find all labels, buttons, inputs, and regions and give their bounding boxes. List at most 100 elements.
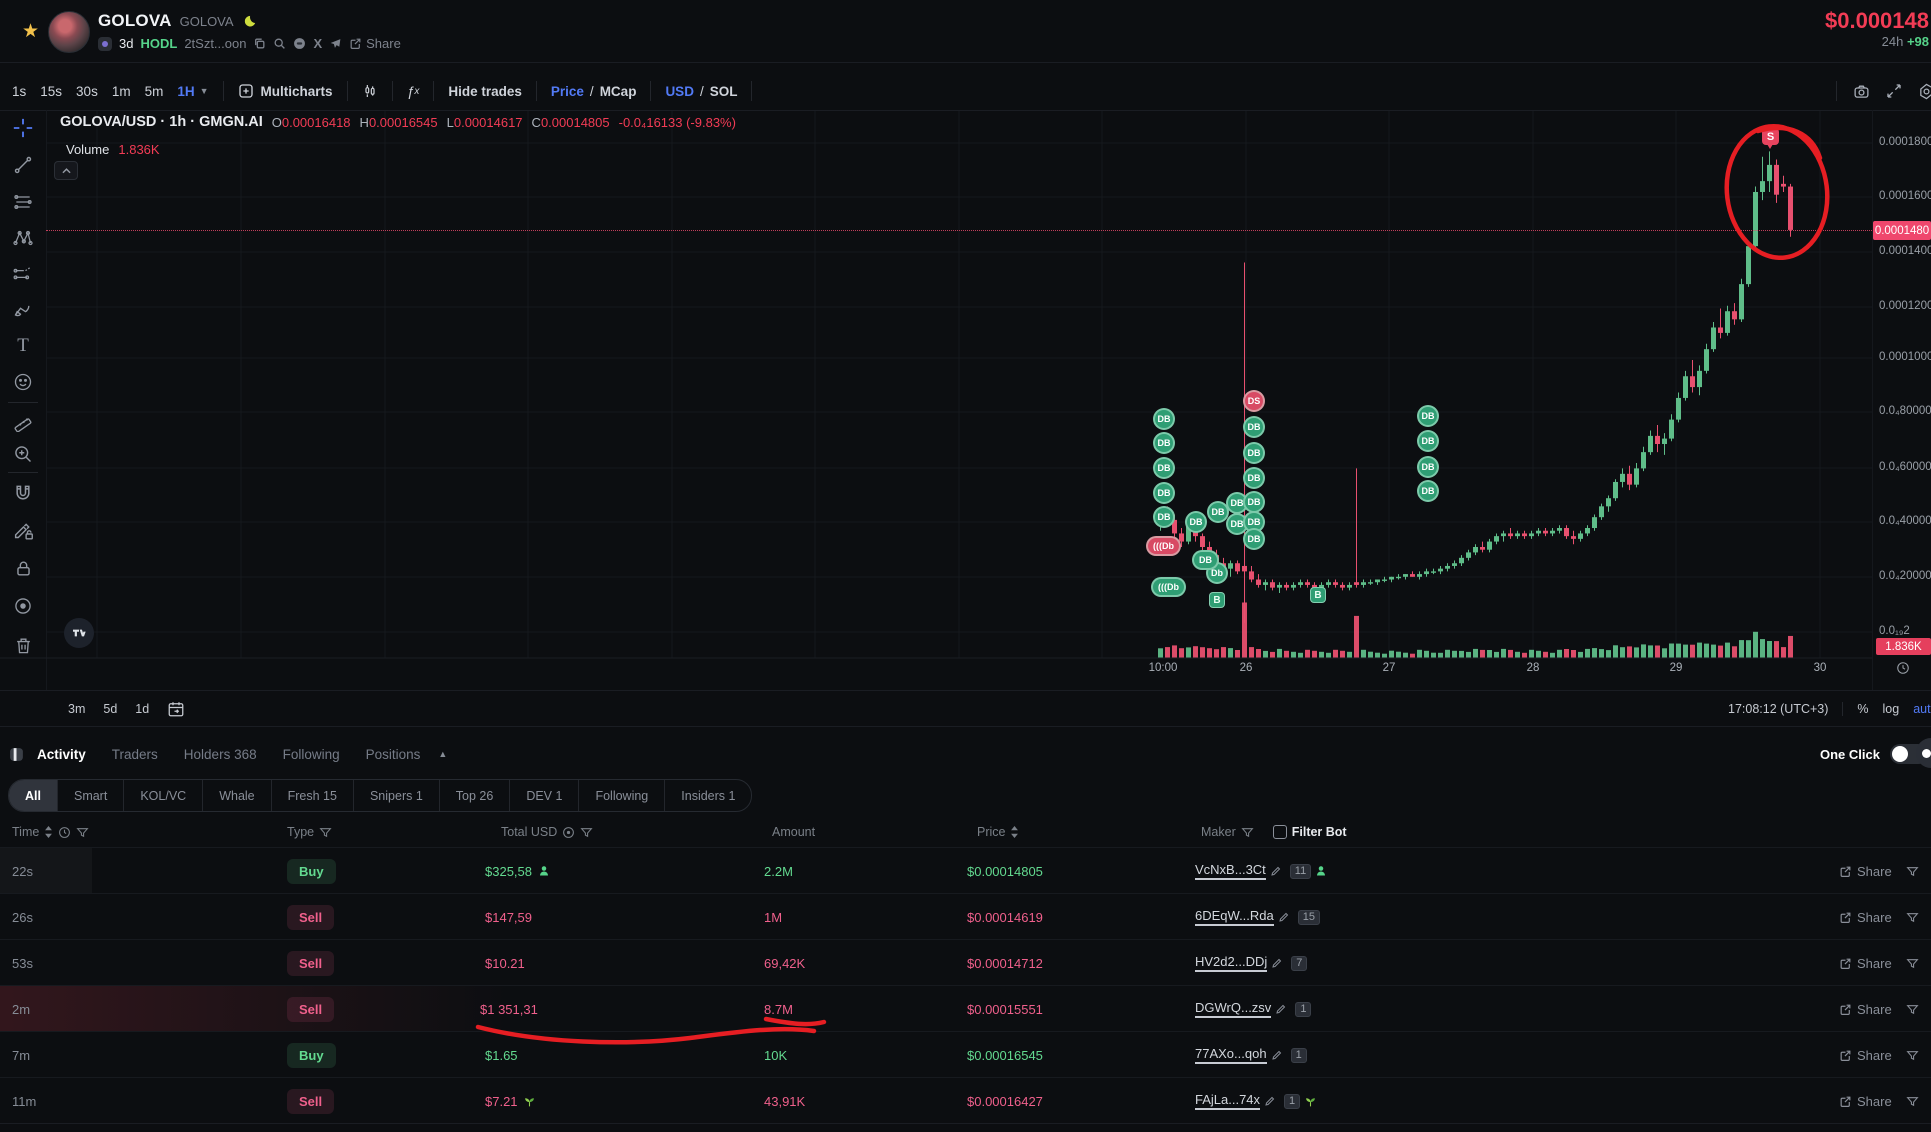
- col-amount[interactable]: Amount: [772, 825, 816, 839]
- row-filter-funnel-icon[interactable]: [1906, 911, 1919, 924]
- emoji-tool-icon[interactable]: [10, 369, 36, 395]
- edit-note-pencil-icon[interactable]: [1275, 1003, 1287, 1015]
- filter-whale[interactable]: Whale: [203, 780, 272, 811]
- row-filter-funnel-icon[interactable]: [1906, 1049, 1919, 1062]
- filter-snipers[interactable]: Snipers 1: [354, 780, 440, 811]
- time-filter-funnel-icon[interactable]: [76, 826, 89, 839]
- tab-activity[interactable]: Activity: [37, 746, 86, 762]
- hide-trades-button[interactable]: Hide trades: [448, 83, 522, 99]
- settings-gear-icon[interactable]: [1918, 83, 1931, 100]
- price-sort-icon[interactable]: [1010, 826, 1019, 838]
- crosshair-icon[interactable]: [10, 115, 36, 141]
- edit-note-pencil-icon[interactable]: [1270, 865, 1282, 877]
- maker-filter-funnel-icon[interactable]: [1241, 826, 1254, 839]
- edit-note-pencil-icon[interactable]: [1271, 957, 1283, 969]
- filter-bot-checkbox[interactable]: [1272, 825, 1287, 839]
- edit-note-pencil-icon[interactable]: [1264, 1095, 1276, 1107]
- range-1d[interactable]: 1d: [135, 702, 150, 716]
- table-row[interactable]: 22s Buy $325,58 2.2M $0.00014805 VcNxB..…: [0, 847, 1931, 894]
- filter-fresh[interactable]: Fresh 15: [272, 780, 354, 811]
- chevron-down-icon[interactable]: ▼: [199, 86, 209, 96]
- search-icon[interactable]: [273, 37, 286, 50]
- share-button[interactable]: Share: [349, 36, 401, 51]
- log-scale-button[interactable]: log: [1882, 702, 1900, 716]
- total-filter-funnel-icon[interactable]: [580, 826, 593, 839]
- usd-toggle[interactable]: USD: [665, 83, 694, 99]
- share-trade-button[interactable]: Share: [1839, 1094, 1892, 1109]
- share-trade-button[interactable]: Share: [1839, 956, 1892, 971]
- filter-insiders[interactable]: Insiders 1: [681, 788, 736, 803]
- collapse-legend-button[interactable]: [54, 161, 78, 180]
- telegram-icon[interactable]: [329, 37, 342, 50]
- row-filter-funnel-icon[interactable]: [1906, 1003, 1919, 1016]
- filter-dev[interactable]: DEV 1: [510, 780, 580, 811]
- pump-icon[interactable]: [293, 37, 306, 50]
- fib-lines-icon[interactable]: [10, 189, 36, 215]
- maker-address[interactable]: DGWrQ...zsv: [1195, 1000, 1272, 1018]
- token-address[interactable]: 2tSzt...oon: [184, 36, 247, 51]
- x-twitter-icon[interactable]: X: [313, 36, 323, 51]
- tab-positions[interactable]: Positions: [365, 746, 421, 762]
- timeframe-1s[interactable]: 1s: [12, 83, 27, 99]
- range-5d[interactable]: 5d: [103, 702, 118, 716]
- brush-icon[interactable]: [10, 297, 36, 323]
- maker-address[interactable]: FAjLa...74x: [1195, 1092, 1261, 1110]
- table-row[interactable]: 7m Buy $1.65 10K $0.00016545 77AXo...qoh…: [0, 1031, 1931, 1078]
- tradingview-logo[interactable]: [64, 618, 94, 648]
- token-avatar[interactable]: [48, 11, 90, 53]
- maker-address[interactable]: HV2d2...DDj: [1195, 954, 1268, 972]
- multicharts-button[interactable]: Multicharts: [238, 83, 333, 99]
- trendline-icon[interactable]: [10, 152, 36, 178]
- filter-all[interactable]: All: [9, 780, 58, 811]
- filter-kolvc[interactable]: KOL/VC: [124, 780, 204, 811]
- text-tool-icon[interactable]: T: [17, 335, 29, 356]
- tab-holders[interactable]: Holders 368: [183, 746, 257, 762]
- share-trade-button[interactable]: Share: [1839, 1048, 1892, 1063]
- share-trade-button[interactable]: Share: [1839, 910, 1892, 925]
- magnet-icon[interactable]: [10, 480, 36, 506]
- candle-style-icon[interactable]: [362, 83, 378, 99]
- quick-buy-partial-button[interactable]: [1916, 738, 1931, 768]
- price-toggle[interactable]: Price: [550, 83, 584, 99]
- maker-address[interactable]: VcNxB...3Ct: [1195, 862, 1266, 880]
- time-mode-clock-icon[interactable]: [58, 826, 71, 839]
- col-price[interactable]: Price: [977, 825, 1006, 839]
- table-row[interactable]: 11m Sell $7.21 43,91K $0.00016427 FAjLa.…: [0, 1077, 1931, 1124]
- trash-icon[interactable]: [10, 632, 36, 658]
- table-row[interactable]: 2m Sell $1 351,31 8.7M $0.00015551 DGWrQ…: [0, 985, 1931, 1032]
- maker-address[interactable]: 6DEqW...Rda: [1195, 908, 1274, 926]
- tab-following[interactable]: Following: [282, 746, 340, 762]
- sell-marker[interactable]: S: [1762, 128, 1779, 149]
- zoom-in-icon[interactable]: [10, 441, 36, 467]
- timeframe-1m[interactable]: 1m: [111, 83, 131, 99]
- tab-traders[interactable]: Traders: [111, 746, 158, 762]
- table-row[interactable]: 53s Sell $10.21 69,42K $0.00014712 HV2d2…: [0, 939, 1931, 986]
- camera-icon[interactable]: [1853, 83, 1870, 100]
- panel-layout-icon[interactable]: [8, 746, 25, 763]
- sol-toggle[interactable]: SOL: [709, 83, 738, 99]
- row-filter-funnel-icon[interactable]: [1906, 865, 1919, 878]
- filter-following[interactable]: Following: [579, 780, 666, 811]
- drawing-lock-pencil-icon[interactable]: [10, 517, 36, 543]
- xabcd-pattern-icon[interactable]: [10, 225, 36, 251]
- mcap-toggle[interactable]: MCap: [599, 83, 637, 99]
- range-3m[interactable]: 3m: [68, 702, 86, 716]
- favorite-star-icon[interactable]: ★: [22, 21, 40, 42]
- edit-note-pencil-icon[interactable]: [1278, 911, 1290, 923]
- channel-icon[interactable]: [10, 261, 36, 287]
- filter-smart[interactable]: Smart: [58, 780, 125, 811]
- timeframe-5m[interactable]: 5m: [144, 83, 164, 99]
- hide-drawings-eye-icon[interactable]: [10, 593, 36, 619]
- percent-scale-button[interactable]: %: [1857, 702, 1869, 716]
- share-trade-button[interactable]: Share: [1839, 1002, 1892, 1017]
- edit-note-pencil-icon[interactable]: [1271, 1049, 1283, 1061]
- share-trade-button[interactable]: Share: [1839, 864, 1892, 879]
- timezone-clock-icon[interactable]: [1896, 661, 1910, 675]
- col-time[interactable]: Time: [12, 825, 40, 839]
- auto-scale-button[interactable]: aut: [1913, 702, 1931, 716]
- type-filter-funnel-icon[interactable]: [319, 826, 332, 839]
- timeframe-15s[interactable]: 15s: [40, 83, 63, 99]
- chart-clock[interactable]: 17:08:12 (UTC+3): [1728, 702, 1829, 716]
